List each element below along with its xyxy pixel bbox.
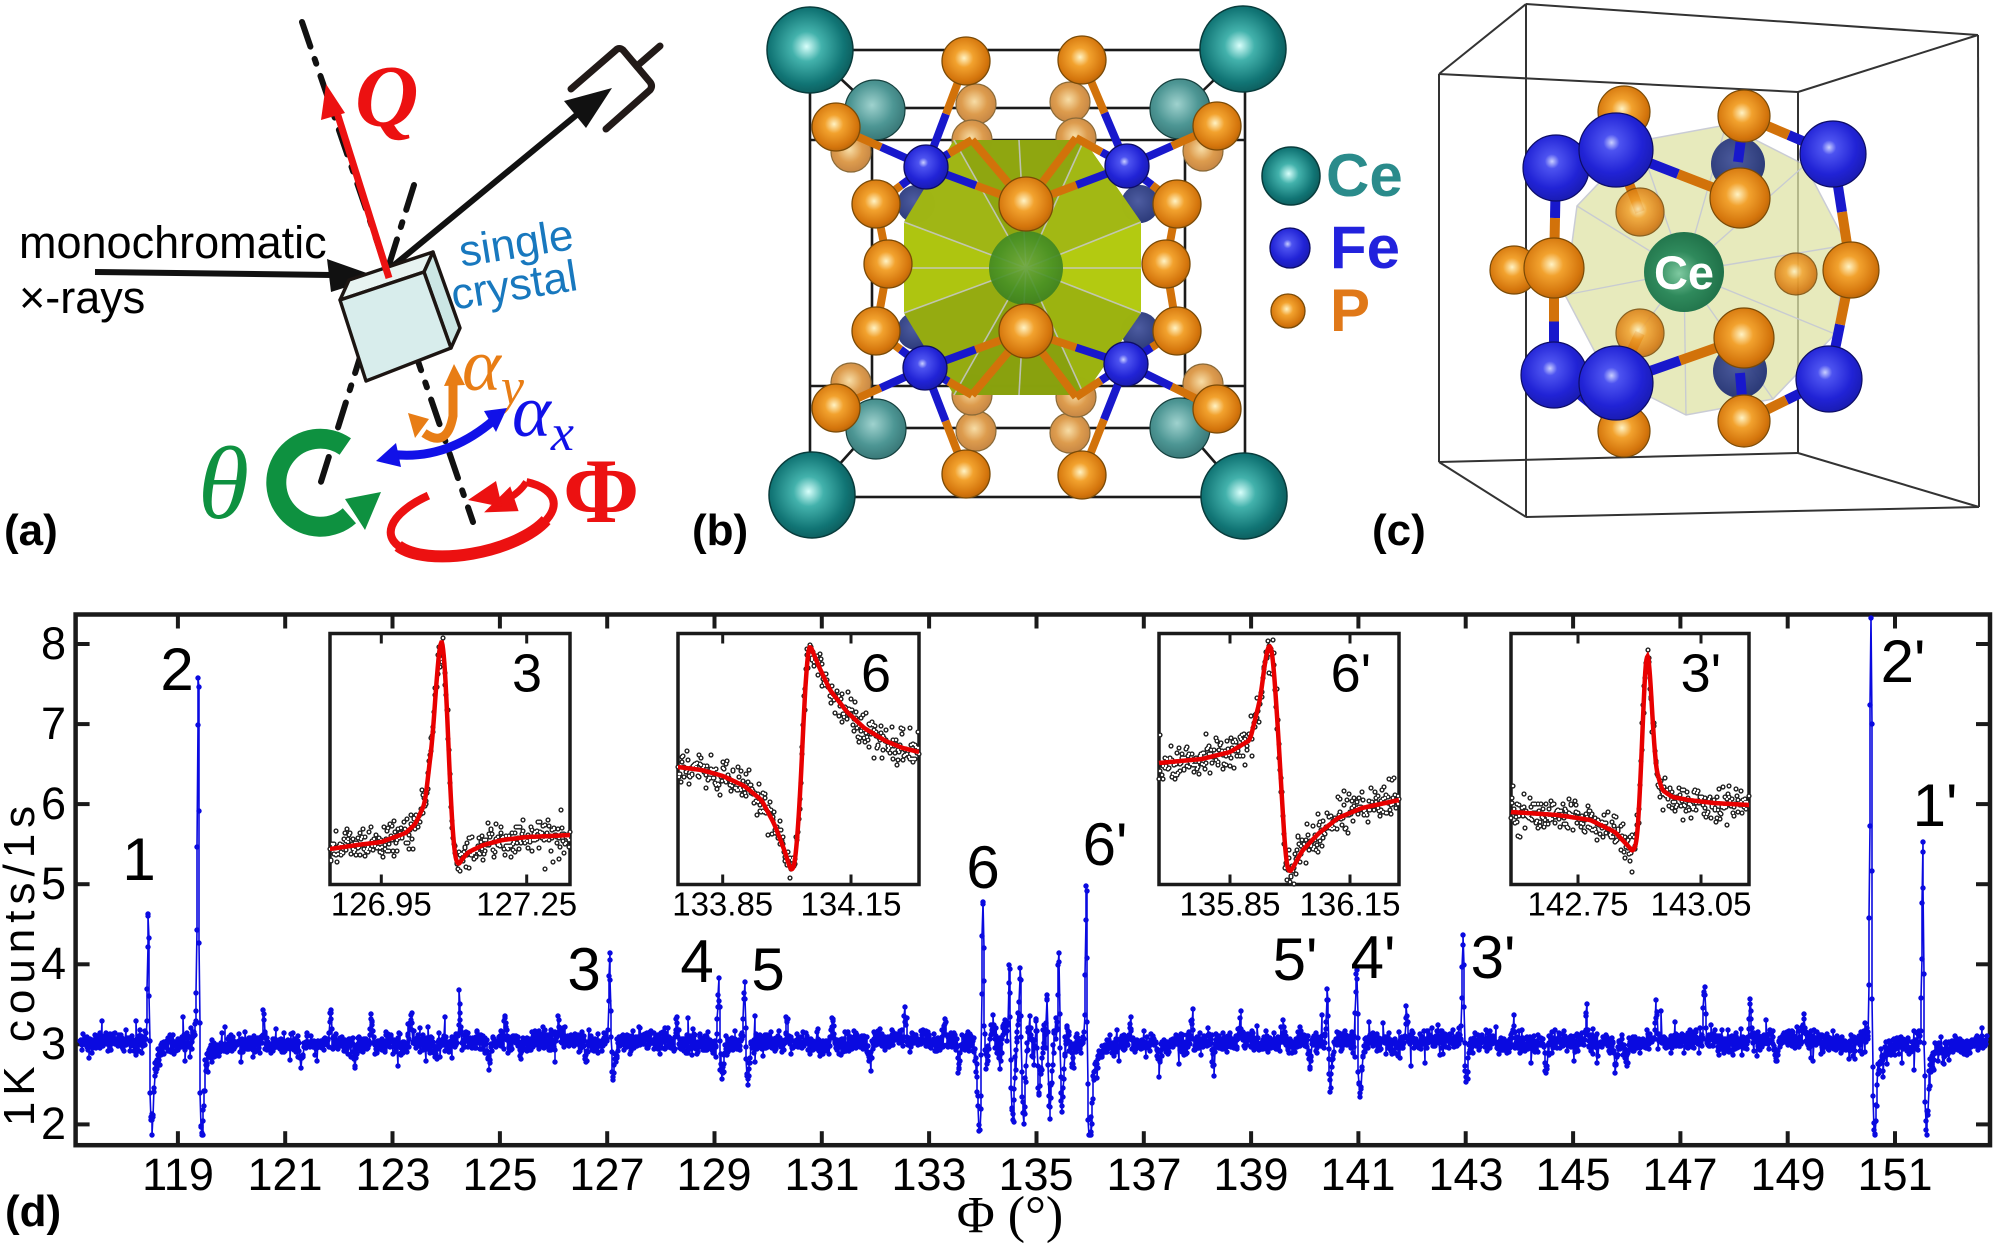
svg-text:149: 149 xyxy=(1750,1149,1825,1200)
svg-text:147: 147 xyxy=(1642,1149,1717,1200)
svg-text:4: 4 xyxy=(680,928,713,995)
svg-text:θ: θ xyxy=(198,426,249,541)
svg-text:119: 119 xyxy=(142,1149,214,1200)
svg-text:145: 145 xyxy=(1535,1149,1610,1200)
svg-text:Φ (°): Φ (°) xyxy=(957,1187,1063,1244)
svg-text:3': 3' xyxy=(1471,924,1516,991)
svg-text:143.05: 143.05 xyxy=(1651,886,1752,923)
svg-text:126.95: 126.95 xyxy=(331,886,432,923)
svg-text:5: 5 xyxy=(751,936,784,1003)
svg-text:6': 6' xyxy=(1331,644,1371,704)
svg-text:2': 2' xyxy=(1881,628,1926,695)
svg-text:1K counts/1s: 1K counts/1s xyxy=(0,800,44,1126)
svg-text:151: 151 xyxy=(1857,1149,1932,1200)
svg-text:1': 1' xyxy=(1913,772,1958,839)
svg-text:2: 2 xyxy=(160,636,193,703)
svg-text:4': 4' xyxy=(1351,924,1396,991)
svg-text:3: 3 xyxy=(41,1018,66,1069)
svg-text:3: 3 xyxy=(567,936,600,1003)
svg-text:(a): (a) xyxy=(4,506,58,555)
svg-text:Φ: Φ xyxy=(563,440,639,542)
svg-text:×-rays: ×-rays xyxy=(19,272,145,323)
svg-text:127.25: 127.25 xyxy=(476,886,577,923)
svg-text:1: 1 xyxy=(122,826,155,893)
svg-text:133: 133 xyxy=(891,1149,966,1200)
svg-text:6: 6 xyxy=(861,644,891,704)
svg-text:3': 3' xyxy=(1681,644,1721,704)
svg-text:133.85: 133.85 xyxy=(672,886,773,923)
svg-text:Q: Q xyxy=(355,49,419,146)
svg-text:142.75: 142.75 xyxy=(1528,886,1629,923)
svg-text:8: 8 xyxy=(41,618,66,669)
svg-text:131: 131 xyxy=(784,1149,859,1200)
svg-text:135: 135 xyxy=(998,1149,1073,1200)
svg-text:6: 6 xyxy=(41,778,66,829)
svg-text:P: P xyxy=(1330,277,1370,344)
svg-text:129: 129 xyxy=(676,1149,751,1200)
svg-text:Ce: Ce xyxy=(1326,142,1403,209)
svg-text:5: 5 xyxy=(41,858,66,909)
svg-text:143: 143 xyxy=(1428,1149,1503,1200)
svg-text:136.15: 136.15 xyxy=(1300,886,1401,923)
svg-text:123: 123 xyxy=(355,1149,430,1200)
svg-text:121: 121 xyxy=(247,1149,322,1200)
svg-text:(b): (b) xyxy=(692,506,748,555)
svg-text:7: 7 xyxy=(41,698,66,749)
svg-text:127: 127 xyxy=(569,1149,644,1200)
svg-text:(c): (c) xyxy=(1372,506,1426,555)
svg-text:5': 5' xyxy=(1273,926,1318,993)
svg-text:135.85: 135.85 xyxy=(1180,886,1281,923)
svg-text:125: 125 xyxy=(462,1149,537,1200)
svg-text:monochromatic: monochromatic xyxy=(19,217,327,268)
svg-text:6': 6' xyxy=(1083,811,1128,878)
svg-text:2: 2 xyxy=(41,1098,66,1149)
svg-text:141: 141 xyxy=(1320,1149,1395,1200)
svg-text:139: 139 xyxy=(1213,1149,1288,1200)
svg-text:Ce: Ce xyxy=(1654,246,1714,299)
svg-text:Fe: Fe xyxy=(1330,214,1400,281)
svg-text:4: 4 xyxy=(41,938,66,989)
svg-text:6: 6 xyxy=(966,834,999,901)
svg-text:(d): (d) xyxy=(5,1187,61,1236)
svg-text:134.15: 134.15 xyxy=(801,886,902,923)
svg-text:137: 137 xyxy=(1106,1149,1181,1200)
svg-text:3: 3 xyxy=(512,644,542,704)
